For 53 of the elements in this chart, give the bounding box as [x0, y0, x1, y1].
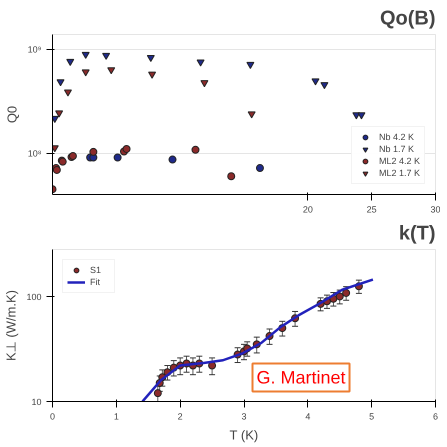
point: [311, 78, 320, 86]
legend-label: S1: [90, 265, 102, 275]
point: [82, 52, 90, 59]
point: [191, 146, 200, 154]
x-tick-label: 1: [114, 412, 119, 422]
point: [102, 52, 110, 60]
y-tick-label: 100: [26, 292, 42, 302]
point: [227, 172, 236, 180]
legend-label: Fit: [90, 277, 101, 287]
point: [196, 59, 205, 67]
point: [336, 292, 344, 300]
point: [114, 154, 122, 162]
point: [248, 111, 256, 118]
legend-label: Nb 1.7 K: [378, 144, 414, 154]
chart-title: k(T): [398, 222, 436, 244]
x-tick-label: 3: [241, 412, 247, 422]
point: [168, 156, 177, 164]
point: [148, 72, 156, 79]
x-tick-label: 4: [305, 412, 310, 422]
legend-label: ML2 4.2 K: [378, 156, 420, 166]
point: [56, 79, 65, 86]
point: [246, 62, 254, 69]
point: [256, 164, 264, 172]
point: [122, 144, 131, 153]
x-tick-label: 0: [50, 412, 56, 422]
y-tick-label: 10: [31, 397, 42, 407]
point: [66, 58, 74, 66]
point: [107, 67, 116, 74]
point: [342, 288, 350, 297]
legend-label: ML2 1.7 K: [378, 168, 420, 178]
point: [64, 89, 72, 97]
point: [200, 80, 208, 88]
point: [146, 54, 155, 62]
point: [89, 148, 98, 156]
annotation: G. Martinet: [256, 368, 346, 388]
point: [82, 69, 90, 76]
x-tick-label: 5: [369, 412, 374, 422]
x-tick-label: 20: [302, 204, 313, 214]
point: [357, 112, 366, 120]
x-tick-label: 2: [178, 412, 183, 422]
y-axis-title: K⊥ (W/m.K): [3, 290, 18, 361]
x-tick-label: 6: [432, 412, 438, 422]
point: [320, 82, 328, 90]
x-tick-label: 25: [366, 204, 377, 214]
y-tick-label: 10⁸: [28, 148, 42, 158]
legend-label: Nb 4.2 K: [378, 132, 414, 142]
point: [55, 110, 64, 118]
chart-title: Qo(B): [380, 8, 436, 30]
x-tick-label: 30: [430, 204, 441, 214]
x-axis-title: T (K): [230, 428, 258, 442]
y-tick-label: 10⁹: [28, 44, 42, 55]
y-axis-title: Q0: [4, 106, 20, 124]
line-series: [141, 278, 374, 402]
